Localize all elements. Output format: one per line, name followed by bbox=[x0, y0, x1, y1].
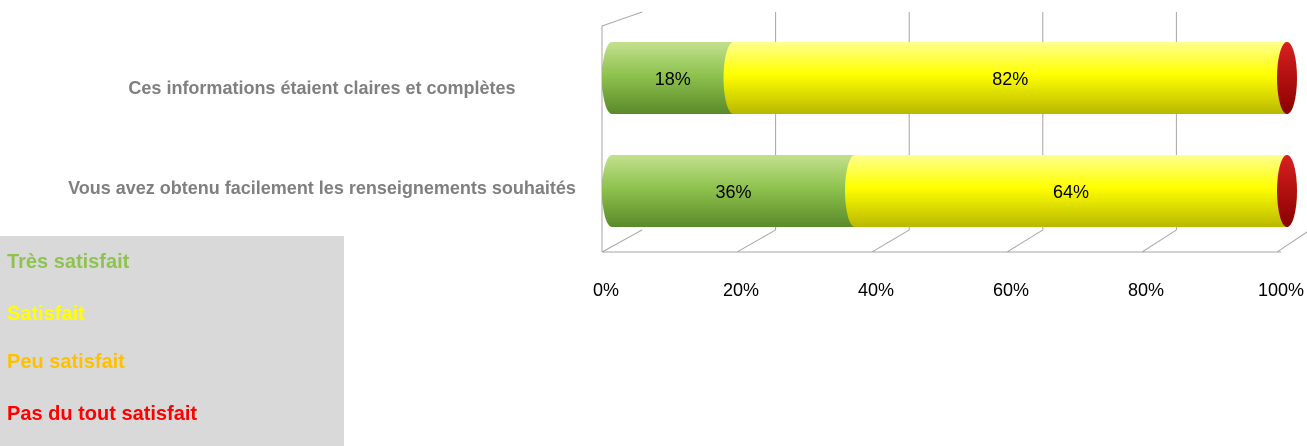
legend-item-tres-satisfait: Très satisfait bbox=[7, 251, 130, 273]
x-tick-label: 60% bbox=[993, 280, 1029, 300]
floor-gridline bbox=[1141, 229, 1177, 253]
x-tick-label: 40% bbox=[858, 280, 894, 300]
category-label-1: Ces informations étaient claires et comp… bbox=[128, 78, 516, 98]
legend-item-peu-satisfait: Peu satisfait bbox=[7, 351, 125, 373]
bars-layer bbox=[602, 42, 1297, 227]
x-tick-label: 20% bbox=[723, 280, 759, 300]
labels-layer: 0% 20% 40% 60% 80% 100% 18% 82% 36% 64% bbox=[593, 69, 1304, 300]
bar-segment bbox=[602, 42, 744, 114]
legend-item-satisfait: Satisfait bbox=[7, 303, 85, 325]
floor-gridline bbox=[1006, 229, 1044, 253]
side-wall bbox=[601, 11, 643, 252]
bar-segment bbox=[845, 155, 1297, 227]
bar-segment bbox=[602, 155, 865, 227]
floor-gridline bbox=[736, 229, 776, 253]
floor-gridline bbox=[871, 229, 910, 253]
data-label: 82% bbox=[992, 69, 1028, 89]
x-tick-label: 0% bbox=[593, 280, 619, 300]
legend-item-pas-du-tout-satisfait: Pas du tout satisfait bbox=[7, 403, 198, 425]
x-tick-label: 100% bbox=[1258, 280, 1304, 300]
bar-end-cap bbox=[1277, 42, 1297, 114]
bar-segment bbox=[723, 42, 1297, 114]
category-label-2: Vous avez obtenu facilement les renseign… bbox=[68, 178, 576, 198]
data-label: 18% bbox=[655, 69, 691, 89]
x-tick-label: 80% bbox=[1128, 280, 1164, 300]
data-label: 64% bbox=[1053, 182, 1089, 202]
data-label: 36% bbox=[715, 182, 751, 202]
bar-end-cap bbox=[1277, 155, 1297, 227]
floor-gridline bbox=[1276, 231, 1307, 253]
floor-gridline bbox=[601, 229, 643, 253]
legend: Très satisfait Satisfait Peu satisfait P… bbox=[0, 236, 344, 446]
